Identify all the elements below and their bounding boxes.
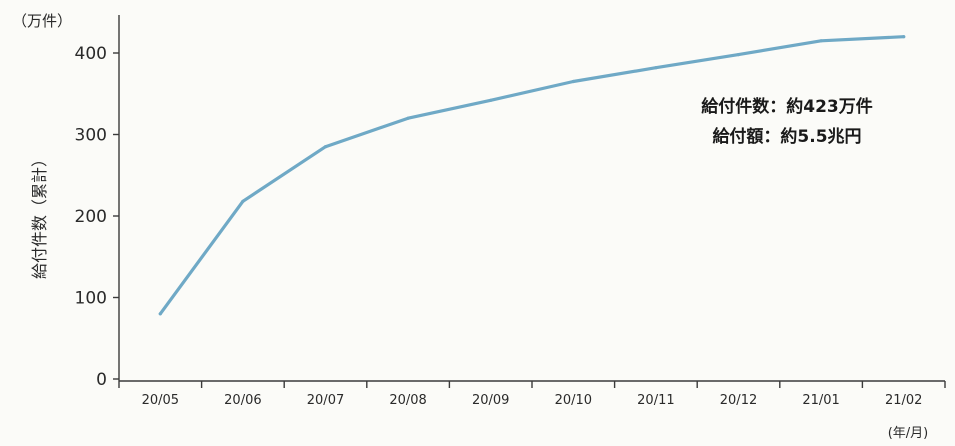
y-tick-label: 100 — [75, 289, 107, 309]
data-point — [902, 35, 906, 39]
y-axis-label: 給付件数（累計） — [30, 151, 49, 279]
series-layer — [158, 35, 906, 316]
data-point — [323, 145, 328, 149]
annotation-payment-amount: 給付額：約5.5兆円 — [712, 126, 861, 147]
data-point — [654, 66, 658, 70]
data-point — [736, 53, 741, 57]
x-tick-label: 21/01 — [802, 393, 839, 408]
chart-axes — [118, 15, 945, 382]
series-line — [158, 35, 906, 316]
y-unit-label: （万件） — [12, 12, 72, 30]
data-point — [158, 312, 162, 316]
x-tick-label: 20/12 — [720, 393, 757, 408]
annotation-payment-count: 給付件数：約423万件 — [701, 96, 873, 117]
x-tick-label: 20/09 — [472, 393, 509, 408]
data-point — [241, 199, 245, 203]
y-ticks: 0 100 200 300 400 — [75, 44, 119, 390]
x-tick-label: 20/07 — [307, 393, 344, 408]
data-point — [489, 98, 493, 102]
y-tick-label: 0 — [96, 370, 107, 390]
x-tick-label: 20/08 — [389, 393, 426, 408]
x-ticks: 20/05 20/06 20/07 20/08 20/09 20/10 20/11 20/12… — [118, 381, 946, 408]
x-tick-label: 20/10 — [555, 393, 592, 408]
x-tick-label: 20/05 — [142, 393, 179, 408]
data-point — [406, 116, 410, 120]
y-tick-label: 200 — [75, 207, 107, 227]
data-point — [819, 39, 823, 43]
x-axis-unit-label: (年/月) — [888, 426, 929, 441]
x-tick-label: 20/11 — [637, 393, 674, 408]
x-tick-label: 21/02 — [885, 393, 922, 408]
data-point — [571, 79, 575, 84]
y-tick-label: 400 — [75, 44, 107, 64]
y-tick-label: 300 — [75, 126, 107, 146]
x-tick-label: 20/06 — [224, 393, 261, 408]
